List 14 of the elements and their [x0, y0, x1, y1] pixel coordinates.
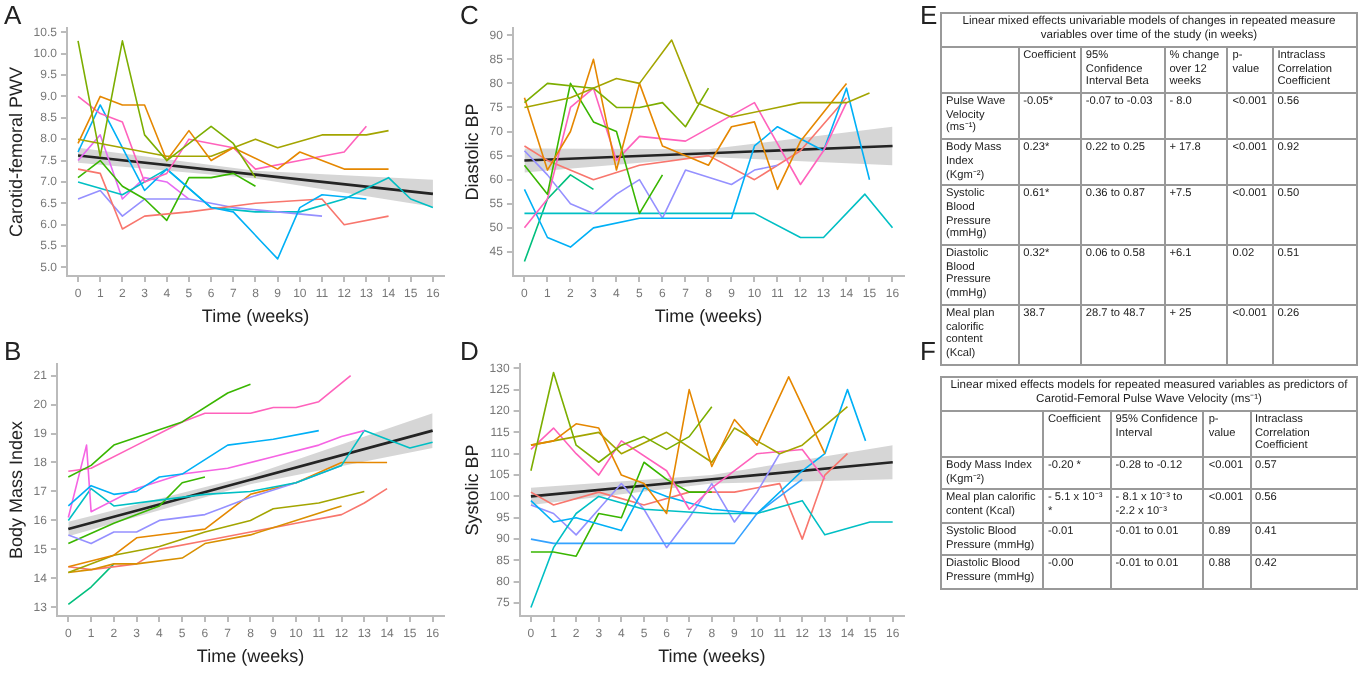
y-axis-title: Carotid-femoral PWV	[5, 66, 26, 238]
y-axis-title: Body Mass Index	[5, 419, 26, 560]
text: C	[460, 0, 479, 30]
y-axis-title: Systolic BP	[461, 444, 482, 536]
text: F	[920, 336, 936, 366]
text: B	[4, 336, 22, 366]
x-axis-title: Time (weeks)	[654, 306, 763, 327]
text: D	[460, 336, 479, 366]
x-axis-title: Time (weeks)	[658, 646, 766, 667]
x-axis-title: Time (weeks)	[201, 306, 310, 327]
text: A	[4, 0, 22, 30]
x-axis-title: Time (weeks)	[196, 646, 305, 667]
text: E	[920, 0, 938, 30]
y-axis-title: Diastolic BP	[461, 103, 482, 201]
